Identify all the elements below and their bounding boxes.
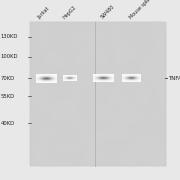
Text: Mouse spleen: Mouse spleen: [129, 0, 156, 20]
Text: 100KD: 100KD: [1, 54, 18, 59]
Text: TNFAIP3: TNFAIP3: [168, 76, 180, 81]
Text: SW480: SW480: [100, 4, 116, 20]
Text: HepG2: HepG2: [62, 4, 78, 20]
Text: 40KD: 40KD: [1, 121, 15, 126]
Text: Jurkat: Jurkat: [37, 6, 51, 20]
Text: 55KD: 55KD: [1, 94, 15, 99]
Text: 130KD: 130KD: [1, 34, 18, 39]
Text: 70KD: 70KD: [1, 76, 15, 81]
Bar: [30, 22, 166, 166]
